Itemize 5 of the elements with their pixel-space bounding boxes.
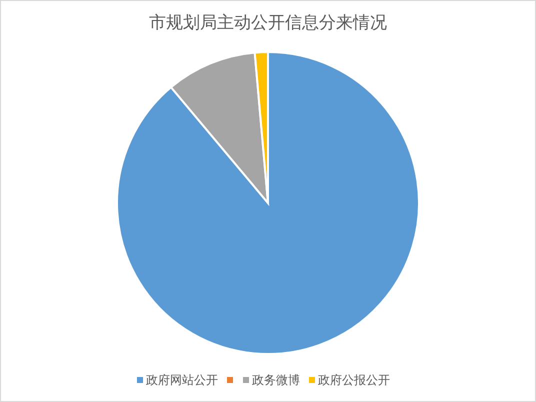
chart-title: 市规划局主动公开信息分来情况 — [149, 13, 387, 33]
legend-label: 政务微博 — [252, 373, 300, 387]
legend-label: 政府公报公开 — [318, 373, 390, 387]
legend-label: 政府网站公开 — [146, 373, 218, 387]
pie-slice — [116, 51, 420, 355]
